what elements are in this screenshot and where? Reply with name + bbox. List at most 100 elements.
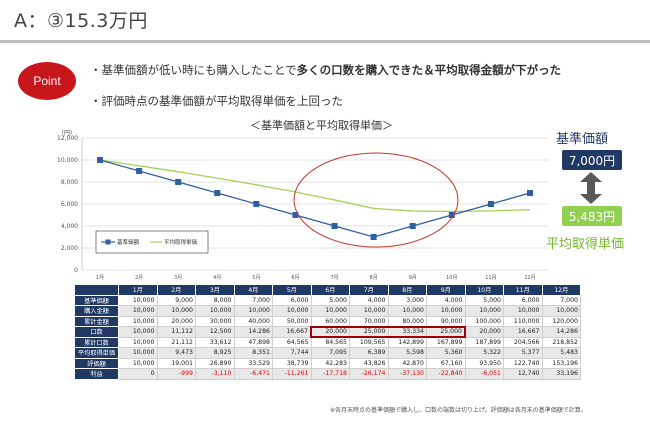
table-cell: 142,899 — [387, 336, 427, 348]
table-header-cell: 11月 — [503, 284, 543, 296]
table-cell: 10,000 — [118, 357, 158, 369]
data-point-kijun — [409, 223, 416, 229]
table-cell: 5,598 — [387, 347, 427, 359]
bullet-2: ・評価時点の基準価額が平均取得単価を上回った — [90, 94, 343, 108]
table-cell: 90,000 — [426, 315, 466, 327]
y-tick-label: 6,000 — [61, 201, 78, 208]
table-cell: 11,112 — [156, 326, 196, 338]
table-header-cell: 9月 — [426, 284, 466, 296]
data-point-kijun — [448, 212, 455, 218]
table-cell: 5,000 — [464, 294, 504, 306]
bullet-1-bold: 多くの口数を購入できた＆平均取得金額が下がった — [296, 63, 562, 77]
table-cell: 10,000 — [118, 336, 158, 348]
table-header-cell: 7月 — [349, 284, 389, 296]
table-cell: 20,000 — [310, 325, 350, 338]
table-cell: 16,667 — [272, 326, 312, 338]
chart-title: ＜基準価額と平均取得単価＞ — [250, 119, 393, 132]
legend-label-kijun: 基準価額 — [117, 238, 140, 246]
point-badge: Point — [18, 62, 76, 100]
table-cell: 4,000 — [349, 294, 389, 306]
table-cell: 7,744 — [272, 347, 312, 359]
table-header-cell: 2月 — [156, 284, 196, 296]
table-cell: -17,718 — [310, 368, 350, 380]
table-cell: 10,000 — [503, 305, 543, 317]
table-cell: 8,925 — [195, 347, 235, 359]
table-row: 平均取得単価 10,000 9,473 8,925 8,351 7,744 7,095 6,3… — [74, 347, 581, 359]
table-cell: 80,000 — [387, 315, 427, 327]
data-point-kijun — [487, 201, 494, 207]
table-cell: 10,000 — [310, 305, 350, 317]
table-cell: 25,000 — [426, 325, 466, 338]
heikin-value-box: 5,483円 — [562, 206, 622, 226]
table-cell: 25,000 — [349, 325, 389, 338]
x-tick-label: 3月 — [174, 275, 182, 281]
table-row: 累計金額 10,000 20,000 30,000 40,000 50,000 60,000… — [74, 315, 581, 327]
table-cell: 70,000 — [349, 315, 389, 327]
x-tick-label: 1月 — [96, 275, 104, 281]
table-cell: 10,000 — [426, 305, 466, 317]
table-cell: -6,051 — [464, 368, 504, 380]
y-tick-label: 4,000 — [61, 223, 78, 230]
table-cell: 5,000 — [310, 294, 350, 306]
table-cell: 84,565 — [310, 336, 350, 348]
table-cell: 12,740 — [503, 368, 543, 380]
data-point-kijun — [253, 201, 260, 207]
table-cell: 33,334 — [387, 325, 427, 338]
table-header-cell: 5月 — [272, 284, 312, 296]
x-tick-label: 5月 — [252, 275, 260, 281]
heikin-label: 平均取得単価 — [546, 237, 625, 252]
table-header-cell: 6月 — [310, 284, 350, 296]
table-header-cell: 4月 — [233, 284, 273, 296]
table-row: 基準価額 10,000 9,000 8,000 7,000 6,000 5,000 4,000… — [74, 294, 581, 306]
table-cell: 3,000 — [387, 294, 427, 306]
table-cell: 153,196 — [541, 357, 581, 369]
y-tick-label: 0 — [74, 267, 78, 274]
table-cell: 67,160 — [426, 357, 466, 369]
bullet-1-text: ・基準価額が低い時にも購入したことで — [90, 63, 297, 77]
legend-label-heikin: 平均取得単価 — [164, 238, 198, 246]
table-cell: 5,377 — [503, 347, 543, 359]
table-cell: 10,000 — [118, 305, 158, 317]
table-cell: 30,000 — [195, 315, 235, 327]
table-row-label: 評価額 — [74, 357, 119, 369]
data-point-kijun — [292, 212, 299, 218]
table-row-label: 平均取得単価 — [74, 347, 119, 359]
double-arrow-icon — [580, 172, 602, 204]
table-cell: 8,000 — [195, 294, 235, 306]
table-cell: 5,483 — [541, 347, 581, 359]
table-cell: 26,890 — [195, 357, 235, 369]
table-cell: 8,351 — [233, 347, 273, 359]
table-row: 評価額 10,000 19,001 26,890 33,529 38,739 42,283 4… — [74, 357, 581, 369]
table-cell: 10,000 — [233, 305, 273, 317]
data-point-kijun — [175, 179, 182, 185]
x-tick-label: 9月 — [409, 275, 417, 281]
table-cell: -11,261 — [272, 368, 312, 380]
table-row: 購入金額 10,000 10,000 10,000 10,000 10,000 10,000… — [74, 305, 581, 317]
y-axis-unit: （円） — [58, 130, 76, 137]
highlight-ellipse — [293, 152, 459, 248]
x-tick-label: 11月 — [485, 275, 496, 281]
data-point-kijun — [136, 168, 143, 174]
table-header-cell: 10月 — [464, 284, 504, 296]
table-cell: 10,000 — [118, 315, 158, 327]
table-cell: 14,286 — [541, 326, 581, 338]
table-header-row: 1月 2月 3月 4月 5月 6月 7月 8月 9月 10月 11月 12月 — [74, 284, 581, 296]
table-cell: 7,000 — [233, 294, 273, 306]
table-cell: 10,000 — [195, 305, 235, 317]
table-row-label: 利益 — [74, 368, 119, 380]
table-cell: 12,500 — [195, 326, 235, 338]
data-point-kijun — [527, 190, 533, 196]
table-cell: 21,112 — [156, 336, 196, 348]
table-header-cell: 3月 — [195, 284, 235, 296]
table-cell: -6,471 — [233, 368, 273, 380]
table-cell: 10,000 — [464, 305, 504, 317]
x-tick-label: 2月 — [135, 275, 143, 281]
x-tick-label: 7月 — [330, 275, 338, 281]
title-divider — [0, 40, 650, 43]
table-cell: 7,000 — [541, 294, 581, 306]
table-cell: 4,000 — [426, 294, 466, 306]
table-row: 累計口数 10,000 21,112 33,612 47,898 64,565 84,565… — [74, 336, 581, 348]
table-cell: 10,000 — [387, 305, 427, 317]
table-cell: 20,000 — [464, 326, 504, 338]
table-cell: 110,000 — [503, 315, 543, 327]
